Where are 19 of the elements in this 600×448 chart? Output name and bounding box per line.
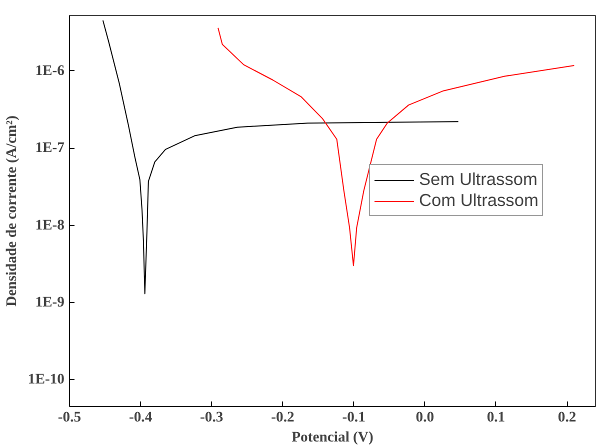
x-tick-label: -0.1 [342,410,366,426]
x-tick-label: 0.0 [416,410,434,426]
x-tick-label: -0.3 [200,410,224,426]
y-axis-title: Densidade de corrente (A/cm²) [4,115,20,306]
x-tick-label: 0.1 [486,410,506,426]
y-tick-label: 1E-8 [35,217,64,234]
legend-label: Com Ultrassom [419,190,538,211]
y-tick-label: 1E-9 [35,294,64,310]
x-tick-label: -0.5 [58,410,82,426]
x-tick-label: -0.4 [128,410,153,426]
legend-label: Sem Ultrassom [419,169,538,190]
line-series [102,20,459,294]
line-series [218,27,575,266]
y-tick-label: 1E-6 [35,62,64,79]
y-tick-label: 1E-7 [35,140,64,156]
x-axis-title: Potencial (V) [292,430,374,446]
x-tick-label: -0.2 [271,410,294,426]
x-tick-label: 0.2 [558,410,576,426]
y-tick-label: 1E-10 [28,372,64,388]
